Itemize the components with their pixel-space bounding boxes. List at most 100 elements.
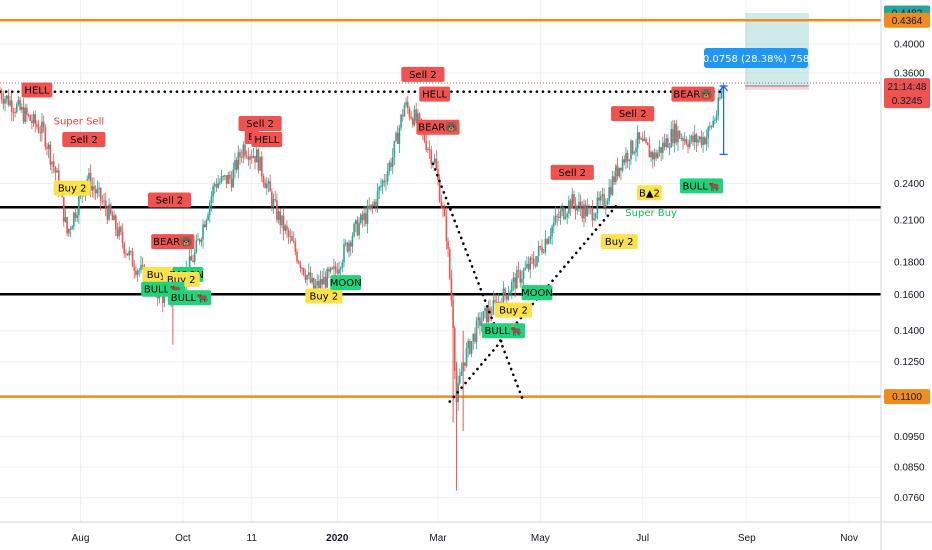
candle-body xyxy=(403,105,406,117)
candle-body xyxy=(230,178,233,188)
candle-body xyxy=(521,278,523,283)
candle-body xyxy=(594,213,597,219)
price-badge[interactable] xyxy=(884,78,930,109)
candle-body xyxy=(578,201,580,206)
measure-label: 0.0758 (28.38%) 758 xyxy=(703,54,809,65)
candle-body xyxy=(42,121,45,128)
candle-body xyxy=(373,201,376,206)
candle-body xyxy=(391,157,394,168)
candle-body xyxy=(479,317,481,326)
candle-body xyxy=(606,200,609,205)
candle-body xyxy=(46,146,48,149)
time-tick-label: 2020 xyxy=(326,533,349,544)
candle-body xyxy=(719,97,721,99)
signal-label: Buy 2 xyxy=(310,291,339,302)
candle-body xyxy=(423,130,426,142)
candle-body xyxy=(657,152,659,159)
candle-body xyxy=(707,127,709,139)
candle-body xyxy=(376,190,379,206)
candle-body xyxy=(96,188,99,194)
candle-body xyxy=(487,307,490,323)
candle-body xyxy=(297,261,300,264)
dotted-trendline[interactable] xyxy=(431,162,525,403)
candle-body xyxy=(104,200,107,210)
candle-body xyxy=(534,264,537,266)
candle-body xyxy=(208,202,211,215)
candle-body xyxy=(494,300,496,302)
candle-body xyxy=(537,246,540,256)
candle-body xyxy=(370,204,372,209)
candle-body xyxy=(405,102,407,106)
candle-body xyxy=(547,239,550,244)
candle-body xyxy=(213,184,216,187)
price-badge[interactable] xyxy=(884,389,930,405)
candle-body xyxy=(665,138,668,147)
candle-body xyxy=(163,292,166,303)
candle-body xyxy=(517,270,520,272)
candle-body xyxy=(536,255,538,266)
candle-body xyxy=(31,120,33,123)
candle-body xyxy=(289,236,292,238)
price-tick-label: 0.1800 xyxy=(894,258,925,269)
candle-body xyxy=(428,148,431,150)
candle-body xyxy=(616,165,619,177)
candle-body xyxy=(260,156,263,177)
time-axis[interactable]: Aug Oct 11 2020 Mar May Jul Sep Nov xyxy=(72,533,858,544)
candle-body xyxy=(93,186,95,190)
candle-body xyxy=(287,230,290,237)
price-axis[interactable]: 0.4000 0.3600 0.2400 0.2100 0.1800 0.1600 0.14… xyxy=(884,5,930,504)
price-tick-label: 0.0760 xyxy=(894,493,925,504)
position-stop-zone[interactable] xyxy=(745,85,809,90)
price-badge[interactable] xyxy=(884,12,930,28)
price-range-measure[interactable]: 0.0758 (28.38%) 758 xyxy=(703,48,809,156)
candle-body xyxy=(638,132,641,140)
candle-body xyxy=(474,333,476,343)
candle-body xyxy=(36,124,38,127)
candle-body xyxy=(363,213,365,221)
candle-body xyxy=(673,123,676,144)
candle-body xyxy=(593,218,595,221)
candle-body xyxy=(698,136,701,140)
candle-body xyxy=(229,174,231,179)
candle-body xyxy=(197,239,199,241)
candle-body xyxy=(296,251,298,262)
dotted-trendline[interactable] xyxy=(448,201,621,403)
candle-body xyxy=(341,262,344,269)
measure-badge[interactable] xyxy=(704,48,808,68)
candle-body xyxy=(111,213,114,221)
candle-body xyxy=(579,201,582,209)
candle-body xyxy=(668,147,671,149)
signal-badge xyxy=(238,116,282,132)
candle-body xyxy=(415,109,417,121)
candle-body xyxy=(683,139,686,142)
signal-label: MOON xyxy=(330,278,362,289)
candle-body xyxy=(588,207,590,209)
signal-labels: HELL Super Sell Sell 2 Buy 2 Sell 2 BEAR🐻 Buy … xyxy=(21,66,724,339)
signal-label: MOON xyxy=(521,288,553,299)
signal-badge xyxy=(168,290,212,306)
measure-arrow xyxy=(719,84,729,92)
candle-body xyxy=(440,201,443,208)
candle-body xyxy=(27,114,30,116)
candle-body xyxy=(717,97,720,116)
candle-body xyxy=(690,135,693,141)
candle-body xyxy=(101,201,104,203)
signal-badge xyxy=(494,302,532,318)
candle-body xyxy=(621,159,624,171)
candle-body xyxy=(646,142,649,146)
candle-body xyxy=(203,224,206,228)
candle-body xyxy=(319,279,322,288)
candle-body xyxy=(193,252,196,262)
candle-body xyxy=(291,236,293,241)
candle-body xyxy=(250,156,253,158)
candle-body xyxy=(242,144,245,158)
candle-body xyxy=(133,266,136,271)
candle-body xyxy=(205,220,208,228)
signal-badge xyxy=(62,132,106,148)
dotted-trendlines[interactable] xyxy=(0,90,727,403)
candle-body xyxy=(618,167,621,177)
signal-badge xyxy=(600,234,638,250)
candle-body xyxy=(410,116,412,119)
signal-badge xyxy=(481,323,526,339)
